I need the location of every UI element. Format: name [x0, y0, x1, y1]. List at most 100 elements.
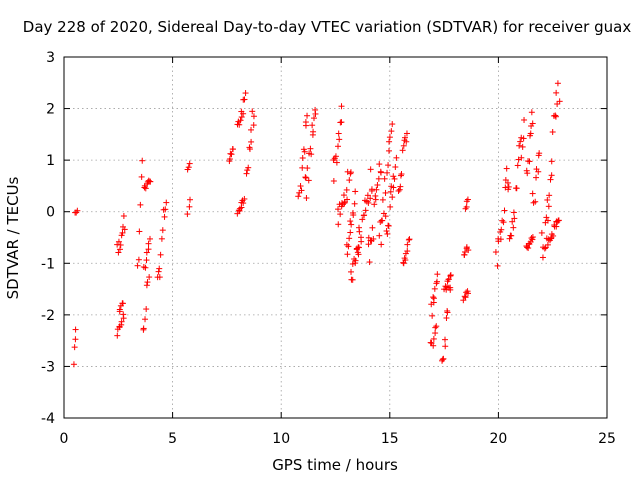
data-point	[433, 278, 440, 285]
data-point	[163, 199, 170, 206]
data-point	[508, 232, 515, 239]
data-point	[344, 251, 351, 258]
data-point	[70, 361, 77, 368]
data-point	[526, 158, 533, 165]
data-point	[465, 247, 472, 254]
data-point	[463, 244, 470, 251]
data-point	[553, 223, 560, 230]
data-point	[405, 236, 412, 243]
data-point	[335, 143, 342, 150]
data-point	[186, 160, 193, 167]
data-point	[543, 214, 550, 221]
data-point	[546, 192, 553, 199]
data-point	[249, 108, 256, 115]
data-point	[396, 186, 403, 193]
data-point	[386, 138, 393, 145]
data-point	[397, 183, 404, 190]
data-point	[134, 262, 141, 269]
data-point	[529, 190, 536, 197]
data-point	[430, 295, 437, 302]
y-axis-label: SDTVAR / TECUs	[4, 176, 22, 299]
data-point	[186, 196, 193, 203]
data-point	[161, 213, 168, 220]
data-point	[138, 173, 145, 180]
data-point	[519, 143, 526, 150]
data-point	[341, 200, 348, 207]
data-point	[143, 282, 150, 289]
data-point	[514, 162, 521, 169]
data-point	[358, 238, 365, 245]
data-point	[362, 207, 369, 214]
data-point	[348, 221, 355, 228]
data-point	[544, 241, 551, 248]
data-point	[228, 151, 235, 158]
data-point	[140, 325, 147, 332]
data-point	[184, 211, 191, 218]
data-point	[511, 215, 518, 222]
data-point	[337, 211, 344, 218]
data-point	[381, 175, 388, 182]
data-point	[345, 243, 352, 250]
data-point	[385, 162, 392, 169]
data-point	[301, 148, 308, 155]
data-point	[539, 254, 546, 261]
data-point	[431, 285, 438, 292]
data-point	[499, 217, 506, 224]
data-point	[347, 229, 354, 236]
x-tick-label: 20	[489, 431, 507, 447]
data-point	[338, 119, 345, 126]
data-point	[550, 232, 557, 239]
data-point	[494, 262, 501, 269]
data-point	[556, 98, 563, 105]
data-point	[332, 153, 339, 160]
data-point	[302, 174, 309, 181]
data-point	[552, 112, 559, 119]
data-point	[555, 217, 562, 224]
data-point	[143, 249, 150, 256]
data-point	[370, 235, 377, 242]
data-point	[142, 316, 149, 323]
x-tick-label: 0	[60, 431, 69, 447]
data-point	[349, 276, 356, 283]
data-point	[340, 192, 347, 199]
data-point	[115, 238, 122, 245]
data-point	[383, 227, 390, 234]
data-point	[304, 165, 311, 172]
data-point	[135, 256, 142, 263]
data-point	[389, 121, 396, 128]
data-point	[346, 177, 353, 184]
y-tick-label: -2	[41, 308, 55, 324]
data-point	[367, 166, 374, 173]
data-point	[347, 169, 354, 176]
data-point	[400, 142, 407, 149]
data-point	[240, 110, 247, 117]
data-point	[157, 251, 164, 258]
data-point	[516, 142, 523, 149]
data-point	[139, 157, 146, 164]
data-point	[350, 212, 357, 219]
data-point	[524, 244, 531, 251]
data-point	[344, 196, 351, 203]
data-point	[379, 217, 386, 224]
data-point	[548, 158, 555, 165]
data-point	[517, 138, 524, 145]
data-point	[382, 213, 389, 220]
data-point	[145, 246, 152, 253]
y-tick-label: -4	[41, 411, 55, 427]
data-point	[119, 300, 126, 307]
data-point	[403, 130, 410, 137]
data-point	[117, 241, 124, 248]
data-point	[544, 196, 551, 203]
data-point	[463, 203, 470, 210]
data-point	[147, 178, 154, 185]
data-point	[400, 260, 407, 267]
data-point	[378, 241, 385, 248]
data-point	[432, 330, 439, 337]
data-point	[554, 100, 561, 107]
data-point	[145, 240, 152, 247]
data-point	[299, 154, 306, 161]
data-point	[303, 195, 310, 202]
data-point	[246, 146, 253, 153]
data-point	[376, 161, 383, 168]
data-point	[520, 135, 527, 142]
